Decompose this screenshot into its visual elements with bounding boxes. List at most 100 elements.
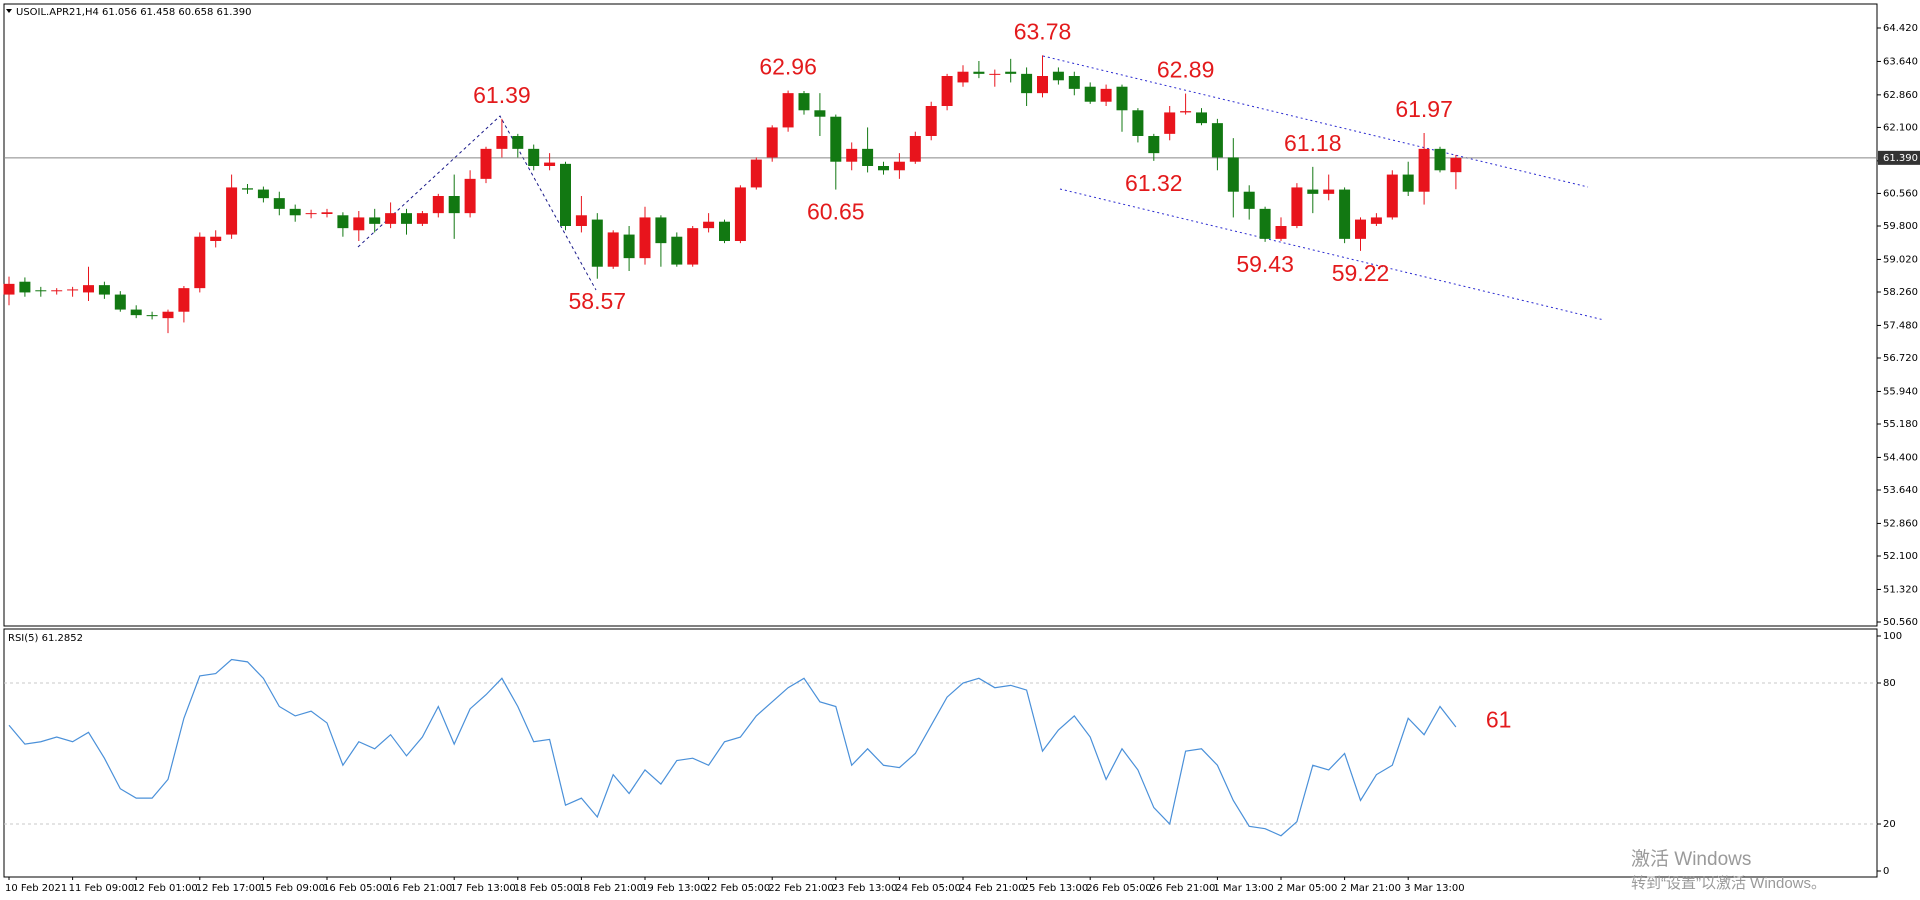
candle-body bbox=[750, 159, 762, 188]
candle-body bbox=[35, 290, 47, 292]
candle-body bbox=[512, 136, 524, 149]
candle-body bbox=[1052, 71, 1064, 81]
rsi-title: RSI(5) 61.2852 bbox=[8, 633, 83, 644]
watermark: 转到“设置”以激活 Windows。 bbox=[1631, 875, 1826, 892]
y-tick-label: 51.320 bbox=[1883, 584, 1918, 595]
high-label: 61.39 bbox=[473, 82, 531, 108]
candle-body bbox=[798, 93, 810, 111]
channel-upper bbox=[1042, 55, 1589, 188]
candle-body bbox=[893, 161, 905, 171]
candle-body bbox=[353, 217, 365, 231]
y-tick-label: 50.560 bbox=[1883, 617, 1918, 628]
channel-lower bbox=[1059, 188, 1605, 321]
candle-body bbox=[1370, 217, 1382, 224]
candle-body bbox=[1037, 76, 1048, 94]
candle-body bbox=[560, 163, 571, 226]
x-tick-label: 2 Mar 21:00 bbox=[1341, 883, 1401, 894]
candle-body bbox=[878, 166, 889, 171]
candle-body bbox=[305, 213, 317, 215]
low-label: 61.32 bbox=[1125, 170, 1183, 196]
candle-body bbox=[401, 213, 412, 224]
candle-body bbox=[416, 213, 428, 224]
candle-body bbox=[162, 311, 174, 319]
price-panel bbox=[3, 3, 1878, 627]
candle-body bbox=[178, 288, 190, 312]
x-tick-label: 18 Feb 05:00 bbox=[514, 883, 580, 894]
x-tick-label: 19 Feb 13:00 bbox=[641, 883, 707, 894]
x-tick-label: 2 Mar 05:00 bbox=[1277, 883, 1337, 894]
candle-body bbox=[130, 309, 142, 316]
y-tick-label: 80 bbox=[1883, 678, 1896, 689]
candle-body bbox=[1164, 112, 1176, 134]
candle-body bbox=[814, 110, 826, 117]
candle-body bbox=[1132, 110, 1144, 136]
y-tick-label: 56.720 bbox=[1883, 353, 1918, 364]
x-tick-label: 3 Mar 13:00 bbox=[1404, 883, 1464, 894]
x-tick-label: 22 Feb 21:00 bbox=[768, 883, 834, 894]
high-label: 63.78 bbox=[1014, 19, 1072, 45]
candle-body bbox=[1275, 226, 1287, 239]
candle-body bbox=[528, 148, 540, 166]
x-tick-label: 24 Feb 21:00 bbox=[959, 883, 1025, 894]
candle-body bbox=[19, 281, 31, 293]
y-tick-label: 63.640 bbox=[1883, 56, 1918, 67]
x-tick-label: 1 Mar 13:00 bbox=[1213, 883, 1273, 894]
y-tick-label: 53.640 bbox=[1883, 485, 1918, 496]
candle-body bbox=[1005, 71, 1017, 74]
candle-body bbox=[1084, 86, 1096, 102]
candle-body bbox=[1180, 111, 1192, 113]
low-label: 59.43 bbox=[1236, 251, 1294, 277]
candle-body bbox=[114, 294, 126, 310]
candle-body bbox=[385, 213, 397, 224]
candle-body bbox=[3, 283, 15, 295]
candle-body bbox=[146, 315, 158, 317]
x-tick-label: 26 Feb 21:00 bbox=[1150, 883, 1216, 894]
candle-body bbox=[639, 217, 651, 259]
candle-body bbox=[1307, 189, 1319, 194]
y-tick-label: 62.100 bbox=[1883, 122, 1918, 133]
y-tick-label: 54.400 bbox=[1883, 452, 1918, 463]
candle-body bbox=[544, 162, 556, 166]
candle-body bbox=[242, 188, 253, 190]
rsi-annotation: 61 bbox=[1486, 707, 1512, 733]
y-tick-label: 52.100 bbox=[1883, 551, 1918, 562]
y-tick-label: 52.860 bbox=[1883, 518, 1918, 529]
candle-body bbox=[83, 285, 94, 293]
high-label: 62.96 bbox=[759, 54, 817, 80]
candle-body bbox=[1243, 191, 1255, 209]
candle-body bbox=[226, 187, 238, 235]
candle-body bbox=[1339, 189, 1351, 239]
candle-body bbox=[1196, 112, 1207, 124]
rsi-line bbox=[8, 658, 1457, 837]
candle-body bbox=[337, 215, 349, 229]
y-tick-label: 64.420 bbox=[1883, 23, 1918, 34]
candle-body bbox=[1211, 123, 1223, 158]
candle-body bbox=[1021, 73, 1033, 94]
candle-body bbox=[98, 285, 110, 295]
candle-body bbox=[575, 215, 587, 226]
candle-body bbox=[257, 189, 269, 199]
watermark: 激活 Windows bbox=[1631, 848, 1751, 870]
y-tick-label: 57.480 bbox=[1883, 320, 1918, 331]
candle-body bbox=[1450, 157, 1462, 173]
y-tick-label: 59.800 bbox=[1883, 221, 1918, 232]
candle-body bbox=[925, 106, 937, 136]
candle-body bbox=[703, 221, 715, 229]
x-tick-label: 25 Feb 13:00 bbox=[1023, 883, 1089, 894]
candle-body bbox=[464, 178, 476, 214]
x-tick-label: 17 Feb 13:00 bbox=[450, 883, 516, 894]
candle-body bbox=[1418, 148, 1430, 192]
candle-body bbox=[1068, 76, 1080, 89]
candle-body bbox=[671, 236, 683, 265]
candle-body bbox=[289, 208, 301, 216]
x-tick-label: 12 Feb 17:00 bbox=[196, 883, 262, 894]
candle-body bbox=[194, 236, 206, 289]
last-price-label: 61.390 bbox=[1883, 153, 1918, 164]
candle-body bbox=[846, 148, 858, 162]
x-tick-label: 10 Feb 2021 bbox=[5, 883, 67, 894]
x-tick-label: 12 Feb 01:00 bbox=[132, 883, 198, 894]
candle-body bbox=[1434, 148, 1446, 171]
candle-body bbox=[734, 187, 746, 241]
candle-body bbox=[496, 136, 508, 149]
candle-body bbox=[719, 221, 730, 241]
